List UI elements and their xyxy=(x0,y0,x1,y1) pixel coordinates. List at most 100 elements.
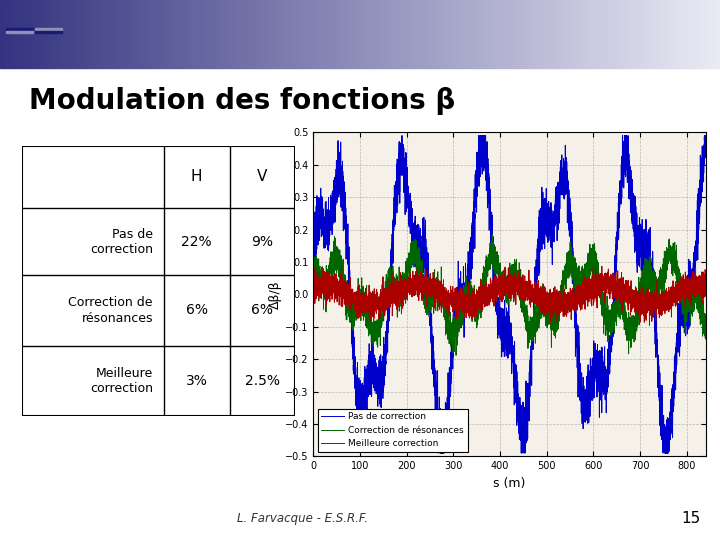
Bar xyxy=(616,0,619,68)
Bar xyxy=(572,0,576,68)
Bar xyxy=(54,0,58,68)
Bar xyxy=(547,0,551,68)
Bar xyxy=(216,0,220,68)
Bar xyxy=(313,0,317,68)
Bar xyxy=(605,0,608,68)
Bar xyxy=(421,0,425,68)
Bar xyxy=(205,0,209,68)
Bar xyxy=(356,0,360,68)
Bar xyxy=(702,0,706,68)
Bar xyxy=(716,0,720,68)
Bar xyxy=(374,0,378,68)
Bar xyxy=(486,0,490,68)
Bar xyxy=(220,0,223,68)
Bar xyxy=(562,0,565,68)
Correction de résonances xyxy=(488,232,497,238)
Pas de correction xyxy=(544,198,553,205)
Bar xyxy=(288,0,292,68)
Bar xyxy=(378,0,382,68)
Bar xyxy=(490,0,493,68)
Bar xyxy=(677,0,680,68)
Bar xyxy=(306,0,310,68)
Line: Meilleure correction: Meilleure correction xyxy=(313,265,706,325)
Bar xyxy=(40,0,43,68)
Meilleure correction xyxy=(602,289,611,296)
Legend: Pas de correction, Correction de résonances, Meilleure correction: Pas de correction, Correction de résonan… xyxy=(318,409,468,452)
Pas de correction xyxy=(434,450,443,456)
Text: Meilleure
correction: Meilleure correction xyxy=(90,367,153,395)
Bar xyxy=(166,0,169,68)
Bar xyxy=(338,0,342,68)
Bar xyxy=(169,0,173,68)
Bar xyxy=(482,0,486,68)
Bar xyxy=(425,0,428,68)
Bar xyxy=(504,0,508,68)
Bar xyxy=(259,0,263,68)
Meilleure correction xyxy=(309,282,318,289)
Bar xyxy=(90,0,94,68)
Bar xyxy=(371,0,374,68)
Bar xyxy=(439,0,443,68)
Pas de correction xyxy=(459,302,467,309)
Bar xyxy=(35,28,62,30)
Bar xyxy=(277,0,281,68)
Bar xyxy=(414,0,418,68)
Bar xyxy=(382,0,385,68)
Bar xyxy=(119,0,122,68)
Bar xyxy=(317,0,320,68)
Bar xyxy=(594,0,598,68)
Bar xyxy=(227,0,230,68)
Bar xyxy=(25,0,29,68)
X-axis label: s (m): s (m) xyxy=(493,477,526,490)
Bar xyxy=(454,0,457,68)
Bar xyxy=(418,0,421,68)
Bar xyxy=(389,0,392,68)
Text: L. Farvacque - E.S.R.F.: L. Farvacque - E.S.R.F. xyxy=(237,512,368,525)
Bar xyxy=(403,0,407,68)
Bar xyxy=(673,0,677,68)
Bar xyxy=(634,0,637,68)
Bar xyxy=(187,0,191,68)
Bar xyxy=(709,0,713,68)
Bar xyxy=(461,0,464,68)
Bar xyxy=(619,0,623,68)
Bar xyxy=(706,0,709,68)
Line: Correction de résonances: Correction de résonances xyxy=(313,235,706,355)
Bar xyxy=(180,0,184,68)
Bar xyxy=(50,0,54,68)
Bar xyxy=(392,0,396,68)
Bar xyxy=(198,0,202,68)
Bar xyxy=(644,0,648,68)
Correction de résonances xyxy=(544,318,553,325)
Bar xyxy=(14,0,18,68)
Bar xyxy=(158,0,162,68)
Bar xyxy=(551,0,554,68)
Bar xyxy=(443,0,446,68)
Correction de résonances xyxy=(631,316,640,322)
Bar xyxy=(22,0,25,68)
Bar xyxy=(292,0,295,68)
Bar xyxy=(407,0,410,68)
Bar xyxy=(626,0,630,68)
Bar xyxy=(148,0,151,68)
Bar xyxy=(569,0,572,68)
Y-axis label: Δβ/β: Δβ/β xyxy=(269,280,282,309)
Bar xyxy=(238,0,241,68)
Bar xyxy=(652,0,655,68)
Pas de correction xyxy=(564,225,573,232)
Meilleure correction xyxy=(544,301,553,307)
Bar xyxy=(529,0,533,68)
Bar xyxy=(583,0,587,68)
Correction de résonances xyxy=(602,326,611,333)
Bar xyxy=(432,0,436,68)
Bar xyxy=(162,0,166,68)
Bar xyxy=(324,0,328,68)
Bar xyxy=(713,0,716,68)
Bar xyxy=(500,0,504,68)
Bar xyxy=(518,0,522,68)
Bar xyxy=(191,0,194,68)
Bar xyxy=(241,0,245,68)
Bar xyxy=(302,0,306,68)
Bar xyxy=(320,0,324,68)
Bar xyxy=(212,0,216,68)
